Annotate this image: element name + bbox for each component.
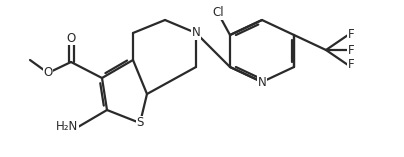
Text: N: N [191,27,200,40]
Text: N: N [258,76,266,89]
Text: O: O [66,32,76,44]
Text: F: F [348,59,355,71]
Text: S: S [136,116,144,130]
Text: O: O [43,67,53,79]
Text: Cl: Cl [212,6,224,19]
Text: F: F [348,43,355,57]
Text: H₂N: H₂N [56,121,78,133]
Text: F: F [348,29,355,41]
